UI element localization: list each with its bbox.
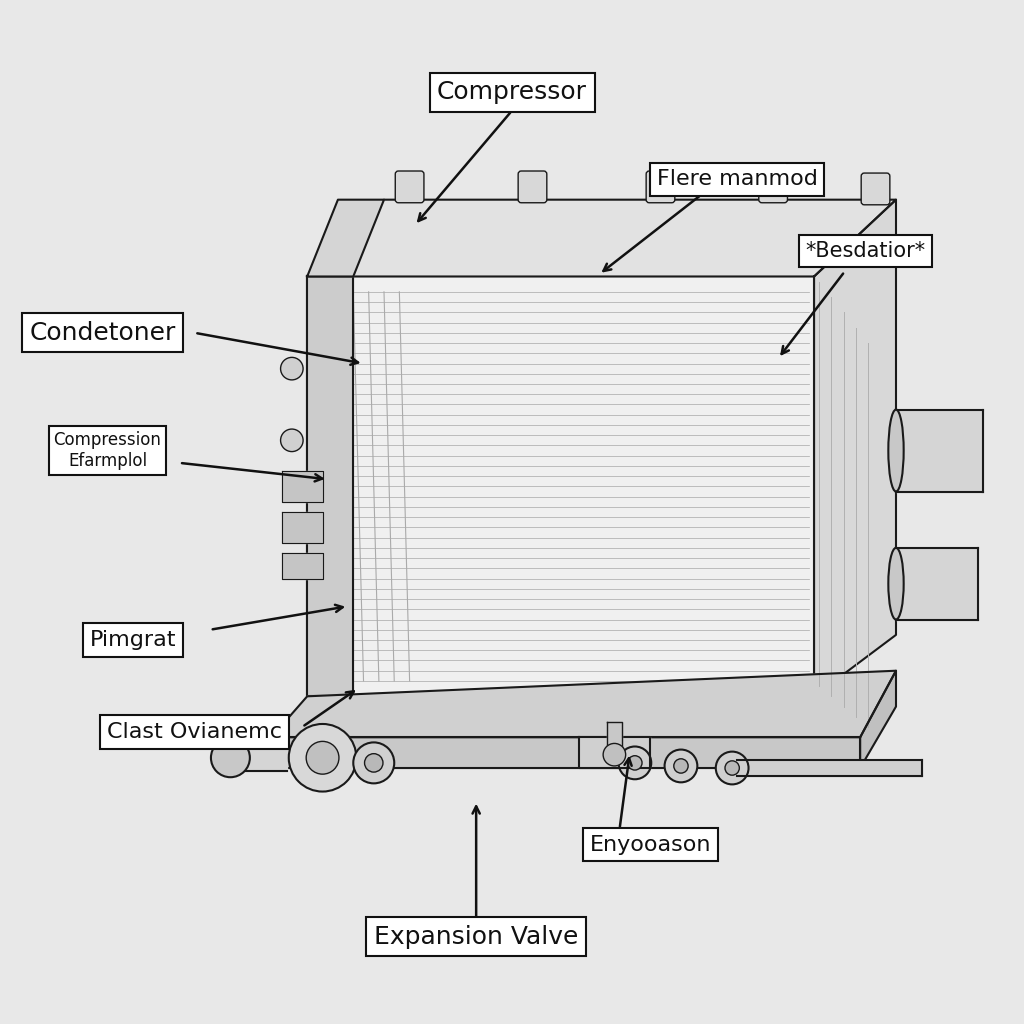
Circle shape xyxy=(281,357,303,380)
Polygon shape xyxy=(860,671,896,768)
Circle shape xyxy=(674,759,688,773)
Text: Compression
Efarmplol: Compression Efarmplol xyxy=(53,431,162,470)
Polygon shape xyxy=(579,737,650,768)
Ellipse shape xyxy=(889,410,903,492)
FancyBboxPatch shape xyxy=(759,171,787,203)
Polygon shape xyxy=(814,200,896,696)
Polygon shape xyxy=(282,512,323,543)
Circle shape xyxy=(618,746,651,779)
Circle shape xyxy=(665,750,697,782)
Polygon shape xyxy=(307,200,384,276)
Polygon shape xyxy=(607,722,622,751)
Polygon shape xyxy=(241,744,287,771)
Ellipse shape xyxy=(889,548,903,620)
Text: *Besdatior*: *Besdatior* xyxy=(805,241,926,261)
Polygon shape xyxy=(307,276,353,696)
Polygon shape xyxy=(282,553,323,579)
Text: Pimgrat: Pimgrat xyxy=(90,630,176,650)
FancyBboxPatch shape xyxy=(646,171,675,203)
Circle shape xyxy=(365,754,383,772)
Text: Compressor: Compressor xyxy=(437,80,587,104)
FancyBboxPatch shape xyxy=(518,171,547,203)
Circle shape xyxy=(628,756,642,770)
Polygon shape xyxy=(896,548,978,620)
FancyBboxPatch shape xyxy=(395,171,424,203)
FancyBboxPatch shape xyxy=(861,173,890,205)
Text: Flere manmod: Flere manmod xyxy=(656,169,818,189)
Polygon shape xyxy=(307,200,896,276)
Polygon shape xyxy=(307,276,814,696)
Text: Enyooason: Enyooason xyxy=(590,835,711,855)
Polygon shape xyxy=(271,737,860,768)
Polygon shape xyxy=(896,410,983,492)
Circle shape xyxy=(725,761,739,775)
Polygon shape xyxy=(282,471,323,502)
Text: Condetoner: Condetoner xyxy=(30,321,175,345)
Polygon shape xyxy=(737,760,922,776)
Circle shape xyxy=(603,743,626,766)
Circle shape xyxy=(211,738,250,777)
Circle shape xyxy=(289,724,356,792)
Text: Expansion Valve: Expansion Valve xyxy=(374,925,579,949)
Circle shape xyxy=(306,741,339,774)
Text: Clast Ovianemc: Clast Ovianemc xyxy=(108,722,282,742)
Circle shape xyxy=(716,752,749,784)
Circle shape xyxy=(281,429,303,452)
Polygon shape xyxy=(271,671,896,737)
Circle shape xyxy=(353,742,394,783)
